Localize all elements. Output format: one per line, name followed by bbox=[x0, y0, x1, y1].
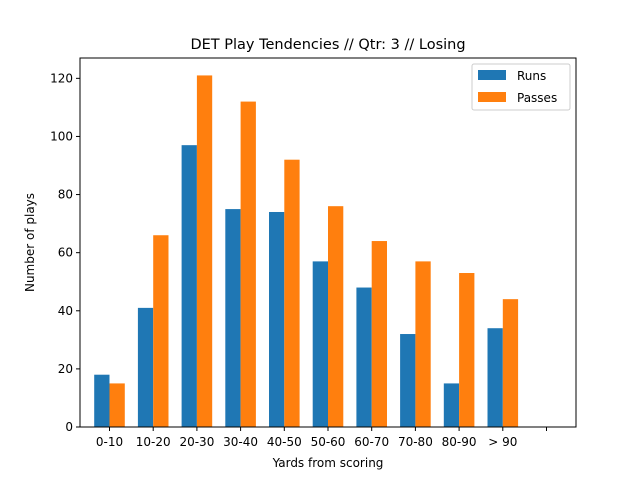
legend-label-runs: Runs bbox=[517, 69, 546, 83]
y-axis-ticks: 0 20 40 60 80 100 120 bbox=[50, 71, 80, 434]
bar-runs bbox=[312, 261, 328, 427]
bar-passes bbox=[459, 273, 475, 427]
chart-title: DET Play Tendencies // Qtr: 3 // Losing bbox=[190, 37, 465, 53]
bar-passes bbox=[328, 206, 344, 427]
bar-runs bbox=[225, 209, 241, 427]
bar-runs bbox=[181, 145, 197, 428]
y-axis-label: Number of plays bbox=[23, 193, 37, 292]
bar-passes bbox=[196, 75, 213, 427]
x-tick-label: 20-30 bbox=[179, 435, 214, 449]
x-tick-label: 40-50 bbox=[267, 435, 302, 449]
bar-runs bbox=[356, 287, 372, 427]
bar-runs bbox=[269, 211, 285, 427]
x-tick-label: > 90 bbox=[488, 435, 517, 449]
y-tick-label: 20 bbox=[58, 362, 73, 376]
y-tick-label: 40 bbox=[58, 304, 73, 318]
bar-passes bbox=[109, 383, 125, 427]
legend-swatch-runs bbox=[478, 70, 506, 80]
bar-runs bbox=[94, 374, 110, 427]
x-tick-label: 80-90 bbox=[442, 435, 477, 449]
x-tick-label: 0-10 bbox=[96, 435, 123, 449]
y-tick-label: 0 bbox=[65, 420, 73, 434]
plot-area bbox=[94, 75, 519, 428]
x-tick-label: 50-60 bbox=[311, 435, 346, 449]
legend-swatch-passes bbox=[478, 92, 506, 102]
x-tick-label: 30-40 bbox=[223, 435, 258, 449]
x-tick-label: 10-20 bbox=[136, 435, 171, 449]
bar-passes bbox=[284, 159, 300, 427]
x-axis-label: Yards from scoring bbox=[272, 456, 384, 470]
bar-runs bbox=[443, 383, 460, 427]
bar-passes bbox=[415, 261, 431, 427]
y-tick-label: 80 bbox=[58, 188, 73, 202]
bar-runs bbox=[137, 307, 154, 427]
bar-passes bbox=[240, 101, 256, 428]
x-tick-label: 60-70 bbox=[354, 435, 389, 449]
y-tick-label: 100 bbox=[50, 129, 73, 143]
bar-runs bbox=[487, 328, 503, 427]
bar-passes bbox=[502, 299, 519, 427]
bar-passes bbox=[153, 235, 169, 427]
x-tick-label: 70-80 bbox=[398, 435, 433, 449]
y-tick-label: 60 bbox=[58, 246, 73, 260]
legend: Runs Passes bbox=[471, 63, 571, 111]
x-axis-ticks: 0-10 10-20 20-30 30-40 40-50 50-60 60-70 70-80 8… bbox=[96, 427, 548, 449]
bar-passes bbox=[371, 241, 387, 427]
legend-label-passes: Passes bbox=[517, 91, 557, 105]
y-tick-label: 120 bbox=[50, 71, 73, 85]
bar-runs bbox=[400, 334, 416, 427]
